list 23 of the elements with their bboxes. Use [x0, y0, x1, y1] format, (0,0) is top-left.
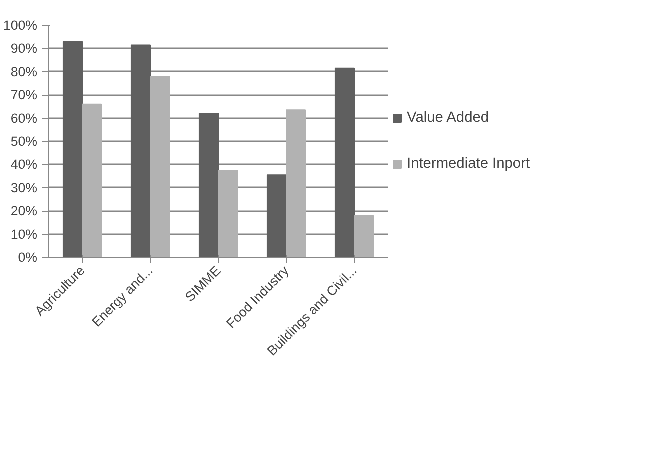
bar	[198, 113, 219, 258]
bar	[82, 104, 102, 258]
y-tick-label: 70%	[10, 88, 38, 103]
y-tick-label: 60%	[10, 110, 38, 126]
y-tick-label: 10%	[10, 226, 38, 242]
bar	[286, 110, 306, 258]
legend-label: Intermediate Inport	[407, 156, 530, 172]
y-tick-label: 20%	[10, 204, 38, 219]
bar	[334, 68, 355, 258]
y-tick-label: 80%	[10, 64, 38, 80]
bar	[354, 215, 374, 258]
y-tick-label: 40%	[10, 157, 38, 172]
y-tick-label: 50%	[10, 134, 38, 149]
y-tick-label: 0%	[18, 250, 38, 265]
bar	[150, 76, 170, 258]
y-tick-label: 90%	[10, 41, 38, 56]
bar	[130, 44, 151, 258]
y-tick-label: 30%	[10, 180, 38, 196]
legend-label: Value Added	[407, 110, 490, 126]
bar	[62, 41, 83, 258]
bar	[266, 174, 287, 258]
bar	[218, 170, 238, 258]
y-tick-label: 100%	[3, 18, 38, 33]
